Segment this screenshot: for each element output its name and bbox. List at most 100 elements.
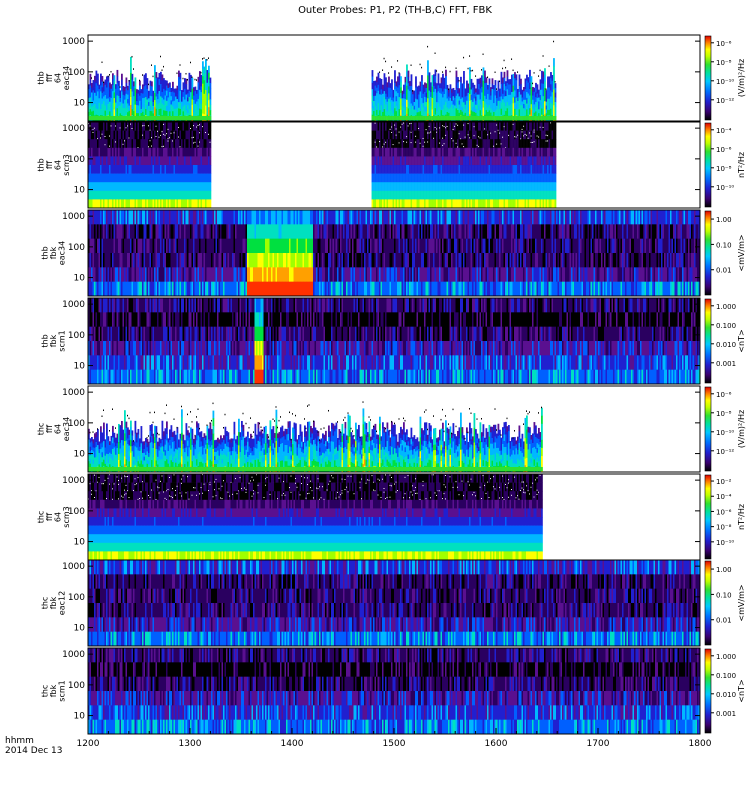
spectrum-cell <box>424 130 426 140</box>
spectrum-cell <box>100 109 102 116</box>
spectrum-cell <box>514 130 516 140</box>
spectrum-cell <box>179 156 182 166</box>
spectrum-cell <box>164 110 167 117</box>
spectrum-cell <box>520 89 522 95</box>
spectrum-cell <box>508 116 510 120</box>
spectrum-cell <box>533 104 536 109</box>
spectrum-cell <box>419 122 422 131</box>
spectrum-cell <box>553 156 555 166</box>
spectrum-cell <box>140 210 143 225</box>
spectrum-cell <box>122 182 125 192</box>
spectrum-cell <box>161 139 164 149</box>
spectrum-cell <box>140 267 143 282</box>
spectrum-cell <box>428 190 431 200</box>
spectrum-cell <box>538 113 540 118</box>
spectrum-cell <box>110 70 112 73</box>
spectrum-cell <box>185 99 188 106</box>
spectrum-cell <box>398 147 401 157</box>
spectrum-cell <box>469 73 471 81</box>
spectrum-cell <box>515 91 518 98</box>
spectrum-cell <box>206 130 209 140</box>
spectrum-cell <box>143 224 146 239</box>
spectrum-cell <box>143 109 146 116</box>
spectrum-cell <box>119 281 122 297</box>
spectrum-cell <box>197 190 200 200</box>
spectrum-cell <box>458 96 461 101</box>
spectrum-cell <box>164 182 167 192</box>
spectrum-cell <box>191 182 194 192</box>
spectrum-cell <box>524 190 527 200</box>
spectrum-cell <box>178 199 180 209</box>
spectrum-cell <box>187 109 189 114</box>
spectrum-cell <box>478 146 480 148</box>
spectrum-cell <box>142 281 144 297</box>
spectrum-cell <box>512 85 515 92</box>
spectrum-cell <box>460 199 462 209</box>
spectrum-cell <box>92 85 95 91</box>
spectrum-cell <box>191 156 194 166</box>
spectrum-cell <box>539 126 541 128</box>
spectrum-cell <box>491 94 494 100</box>
spectrum-cell <box>202 173 204 183</box>
spectrum-cell <box>133 116 135 120</box>
spectrum-cell <box>190 130 192 140</box>
spectrum-cell <box>209 116 212 120</box>
spectrum-cell <box>553 165 555 174</box>
spectrum-cell <box>530 199 533 209</box>
spectrum-cell <box>466 100 468 107</box>
spectrum-cell <box>536 173 539 183</box>
y-tick-label: 100 <box>68 155 85 165</box>
spectrum-cell <box>121 267 123 282</box>
spectrum-cell <box>476 130 479 140</box>
spectrum-cell <box>176 139 179 149</box>
spectrum-cell <box>424 87 426 93</box>
spectrum-cell <box>433 190 435 200</box>
spectrum-cell <box>386 190 389 200</box>
spectrum-cell <box>395 156 398 166</box>
spectrum-cell <box>199 281 201 297</box>
spectrum-cell <box>416 130 419 140</box>
spectrum-cell <box>163 116 165 120</box>
spectrum-cell <box>92 253 95 268</box>
spectrum-cell <box>169 101 171 107</box>
spectrum-cell <box>371 147 374 157</box>
spectrum-cell <box>511 97 513 104</box>
spectrum-cell <box>154 130 156 140</box>
spectrum-cell <box>512 123 514 125</box>
spectrum-cell <box>95 190 98 200</box>
spectrum-cell <box>449 190 452 200</box>
spectrum-cell <box>187 79 188 81</box>
spectrum-cell <box>499 190 501 200</box>
spectrum-cell <box>553 65 555 75</box>
spectrum-cell <box>199 124 200 126</box>
spectrum-cell <box>539 156 542 166</box>
spectrum-cell <box>488 182 491 192</box>
spectrum-cell <box>454 190 456 200</box>
spectrum-cell <box>481 86 483 93</box>
spectrum-cell <box>187 105 189 110</box>
spectrum-cell <box>487 139 489 149</box>
spectrum-cell <box>437 182 440 192</box>
spectrum-cell <box>193 139 195 149</box>
spectrum-cell <box>100 210 102 225</box>
spectrum-cell <box>199 267 201 282</box>
spectrum-cell <box>409 165 411 174</box>
spectrum-cell <box>497 190 500 200</box>
spectrum-cell <box>428 173 431 183</box>
spectrum-cell <box>416 156 419 166</box>
spectrum-cell <box>163 267 165 282</box>
spectrum-cell <box>161 156 164 166</box>
spectrum-cell <box>469 55 471 57</box>
spectrum-cell <box>185 173 188 183</box>
spectrum-cell <box>482 156 485 166</box>
spectrum-cell <box>415 93 417 99</box>
spectrum-cell <box>550 156 552 166</box>
spectrum-cell <box>397 182 399 192</box>
spectrum-cell <box>478 110 480 117</box>
spectrum-cell <box>422 111 425 117</box>
spectrum-cell <box>89 281 92 297</box>
spectrum-cell <box>143 281 146 297</box>
spectrum-cell <box>116 101 119 109</box>
spectrum-cell <box>170 267 173 282</box>
spectrum-cell <box>530 87 533 94</box>
